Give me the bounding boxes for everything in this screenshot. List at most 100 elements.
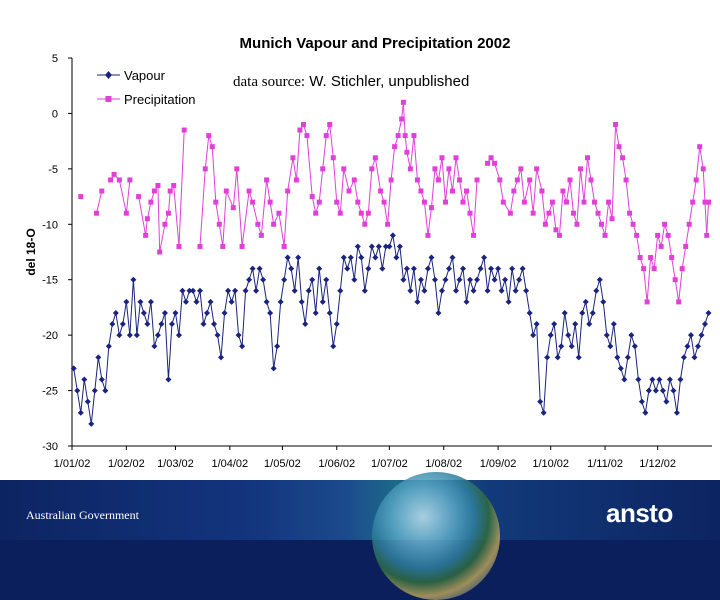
vapour-segment (94, 357, 99, 391)
vapour-segment (283, 257, 289, 280)
vapour-segment (87, 401, 92, 424)
precipitation-point (474, 177, 480, 183)
vapour-point (694, 343, 701, 350)
precipitation-point (665, 232, 671, 238)
precipitation-segment (311, 196, 317, 214)
x-tick-label: 1/08/02 (425, 458, 462, 470)
precipitation-segment (671, 257, 676, 280)
precipitation-point (627, 210, 633, 216)
precipitation-segment (402, 102, 406, 136)
precipitation-point (485, 160, 491, 166)
vapour-segment (146, 301, 152, 325)
precipitation-point (693, 177, 699, 183)
precipitation-point (378, 188, 384, 194)
vapour-point (200, 321, 207, 328)
precipitation-segment (252, 201, 259, 225)
precipitation-segment (615, 124, 620, 147)
precipitation-segment (404, 135, 408, 153)
x-tick-label: 1/06/02 (318, 458, 355, 470)
precipitation-point (518, 166, 524, 172)
x-tick-label: 1/12/02 (639, 458, 676, 470)
vapour-segment (360, 257, 366, 291)
vapour-point (102, 387, 109, 394)
precipitation-point (697, 144, 703, 150)
x-tick-label: 1/03/02 (157, 458, 194, 470)
precipitation-point (676, 299, 682, 305)
precipitation-segment (367, 168, 373, 214)
y-tick-label: -10 (42, 219, 58, 231)
precipitation-point (648, 255, 654, 261)
precipitation-point (464, 188, 470, 194)
precipitation-segment (222, 190, 227, 247)
vapour-segment (241, 290, 247, 347)
precipitation-segment (374, 157, 382, 192)
precipitation-segment (558, 190, 564, 236)
precipitation-point (258, 232, 264, 238)
x-tick-label: 1/11/02 (587, 458, 623, 470)
vapour-point (645, 387, 652, 394)
vapour-segment (125, 301, 131, 336)
vapour-point (105, 343, 112, 350)
vapour-segment (115, 312, 120, 336)
vapour-segment (574, 324, 580, 358)
annotation-prefix: data source: (233, 74, 305, 90)
vapour-point (274, 343, 281, 350)
vapour-point (379, 265, 386, 272)
vapour-segment (339, 257, 345, 291)
precipitation-segment (441, 157, 446, 203)
vapour-point (414, 298, 421, 305)
vapour-point (211, 321, 218, 328)
vapour-point (218, 354, 225, 361)
precipitation-point (651, 266, 657, 272)
precipitation-point (507, 210, 513, 216)
x-tick-label: 1/10/02 (532, 458, 569, 470)
vapour-segment (315, 268, 320, 314)
vapour-point (333, 321, 340, 328)
precipitation-point (446, 166, 452, 172)
vapour-segment (409, 268, 415, 291)
vapour-segment (150, 301, 155, 347)
chart-panel: Munich Vapour and Precipitation 2002 dat… (0, 0, 720, 480)
vapour-point (463, 298, 470, 305)
vapour-point (631, 343, 638, 350)
vapour-point (470, 287, 477, 294)
precipitation-segment (167, 190, 171, 214)
vapour-segment (644, 390, 650, 413)
precipitation-point (574, 221, 580, 227)
precipitation-point (216, 221, 222, 227)
precipitation-point (293, 177, 299, 183)
y-tick-label: 0 (52, 108, 58, 120)
vapour-point (221, 309, 228, 316)
precipitation-point (127, 177, 133, 183)
x-tick-label: 1/04/02 (211, 458, 248, 470)
vapour-point (277, 298, 284, 305)
precipitation-point (234, 166, 240, 172)
vapour-point (537, 398, 544, 405)
precipitation-segment (232, 168, 238, 208)
vapour-segment (529, 312, 534, 336)
precipitation-segment (509, 190, 515, 214)
vapour-point (596, 276, 603, 283)
precipitation-point (239, 243, 245, 249)
precipitation-point (213, 199, 219, 205)
precipitation-point (167, 188, 173, 194)
vapour-point (575, 354, 582, 361)
y-tick-label: -5 (48, 164, 58, 176)
precipitation-segment (704, 202, 708, 236)
vapour-segment (174, 312, 180, 336)
vapour-point (438, 287, 445, 294)
vapour-point (393, 254, 400, 261)
vapour-point (533, 321, 540, 328)
precipitation-segment (383, 202, 389, 225)
precipitation-point (365, 210, 371, 216)
precipitation-point (223, 188, 229, 194)
precipitation-point (143, 232, 149, 238)
precipitation-point (358, 210, 364, 216)
precipitation-segment (695, 146, 701, 180)
vapour-point (158, 321, 165, 328)
vapour-segment (413, 268, 418, 302)
vapour-point (512, 287, 519, 294)
precipitation-segment (583, 157, 589, 203)
vapour-point (691, 354, 698, 361)
vapour-segment (262, 279, 268, 302)
